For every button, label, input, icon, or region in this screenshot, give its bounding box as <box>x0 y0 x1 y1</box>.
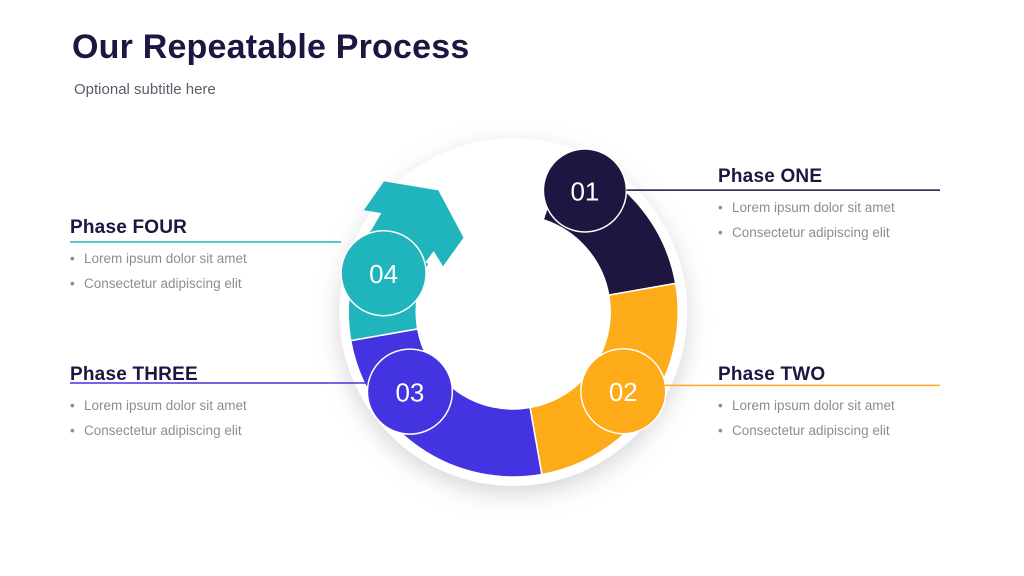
svg-text:03: 03 <box>395 378 424 408</box>
svg-text:02: 02 <box>609 377 638 407</box>
svg-text:01: 01 <box>570 177 599 207</box>
svg-text:04: 04 <box>369 259 398 289</box>
